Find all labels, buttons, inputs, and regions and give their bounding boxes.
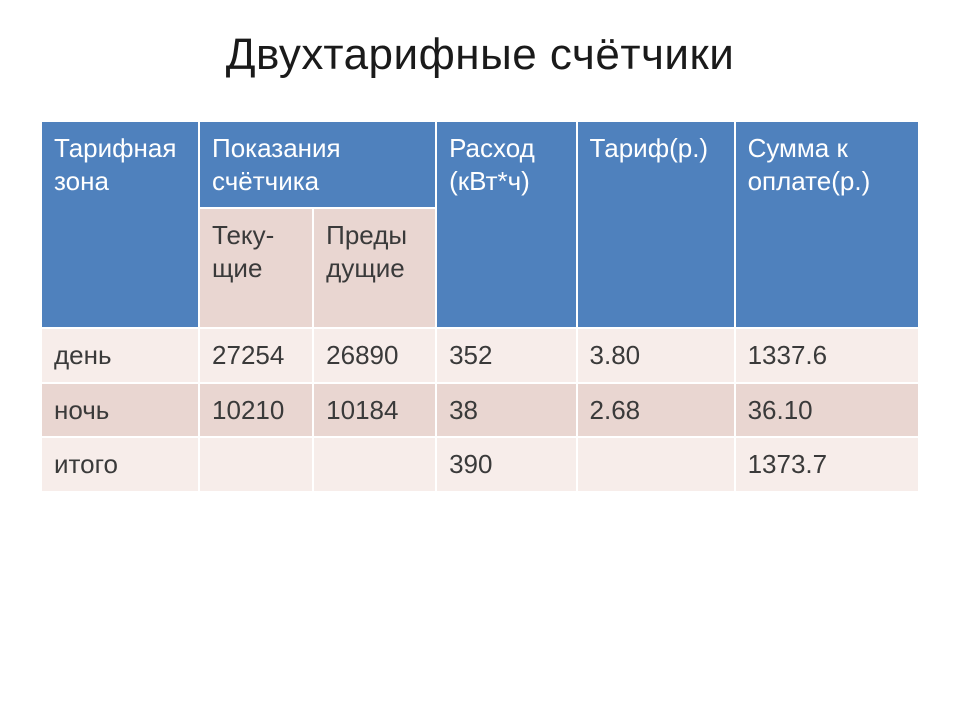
slide-title: Двухтарифные счётчики: [0, 30, 960, 80]
cell-usage: 352: [436, 328, 576, 383]
cell-sum: 1373.7: [735, 437, 919, 492]
cell-previous: [313, 437, 436, 492]
cell-current: 27254: [199, 328, 313, 383]
table-row: день 27254 26890 352 3.80 1337.6: [41, 328, 919, 383]
cell-usage: 390: [436, 437, 576, 492]
cell-zone: день: [41, 328, 199, 383]
tariff-table-wrap: Тарифная зона Показания счётчика Расход …: [40, 120, 920, 493]
cell-previous: 26890: [313, 328, 436, 383]
cell-current: 10210: [199, 383, 313, 438]
col-sum: Сумма к оплате(р.): [735, 121, 919, 328]
col-usage: Расход (кВт*ч): [436, 121, 576, 328]
cell-zone: итого: [41, 437, 199, 492]
col-readings: Показания счётчика: [199, 121, 436, 208]
col-tariff: Тариф(р.): [577, 121, 735, 328]
cell-tariff: 2.68: [577, 383, 735, 438]
col-zone: Тарифная зона: [41, 121, 199, 328]
cell-sum: 36.10: [735, 383, 919, 438]
slide: Двухтарифные счётчики Тарифная зона Пока…: [0, 0, 960, 720]
col-previous: Преды дущие: [313, 208, 436, 328]
cell-previous: 10184: [313, 383, 436, 438]
header-row-1: Тарифная зона Показания счётчика Расход …: [41, 121, 919, 208]
cell-tariff: 3.80: [577, 328, 735, 383]
cell-tariff: [577, 437, 735, 492]
cell-usage: 38: [436, 383, 576, 438]
col-current: Теку-щие: [199, 208, 313, 328]
cell-zone: ночь: [41, 383, 199, 438]
table-row: итого 390 1373.7: [41, 437, 919, 492]
cell-current: [199, 437, 313, 492]
cell-sum: 1337.6: [735, 328, 919, 383]
table-row: ночь 10210 10184 38 2.68 36.10: [41, 383, 919, 438]
tariff-table: Тарифная зона Показания счётчика Расход …: [40, 120, 920, 493]
